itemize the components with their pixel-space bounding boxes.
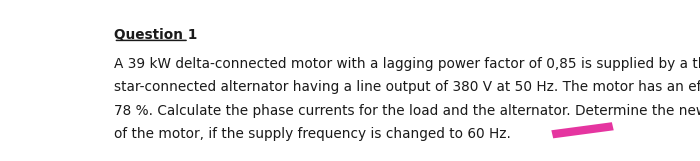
Text: Question 1: Question 1 — [113, 28, 197, 42]
Text: A 39 kW delta-connected motor with a lagging power factor of 0,85 is supplied by: A 39 kW delta-connected motor with a lag… — [113, 57, 700, 71]
Text: of the motor, if the supply frequency is changed to 60 Hz.: of the motor, if the supply frequency is… — [113, 127, 510, 141]
Text: 78 %. Calculate the phase currents for the load and the alternator. Determine th: 78 %. Calculate the phase currents for t… — [113, 104, 700, 118]
Polygon shape — [552, 122, 614, 138]
Text: star-connected alternator having a line output of 380 V at 50 Hz. The motor has : star-connected alternator having a line … — [113, 80, 700, 94]
